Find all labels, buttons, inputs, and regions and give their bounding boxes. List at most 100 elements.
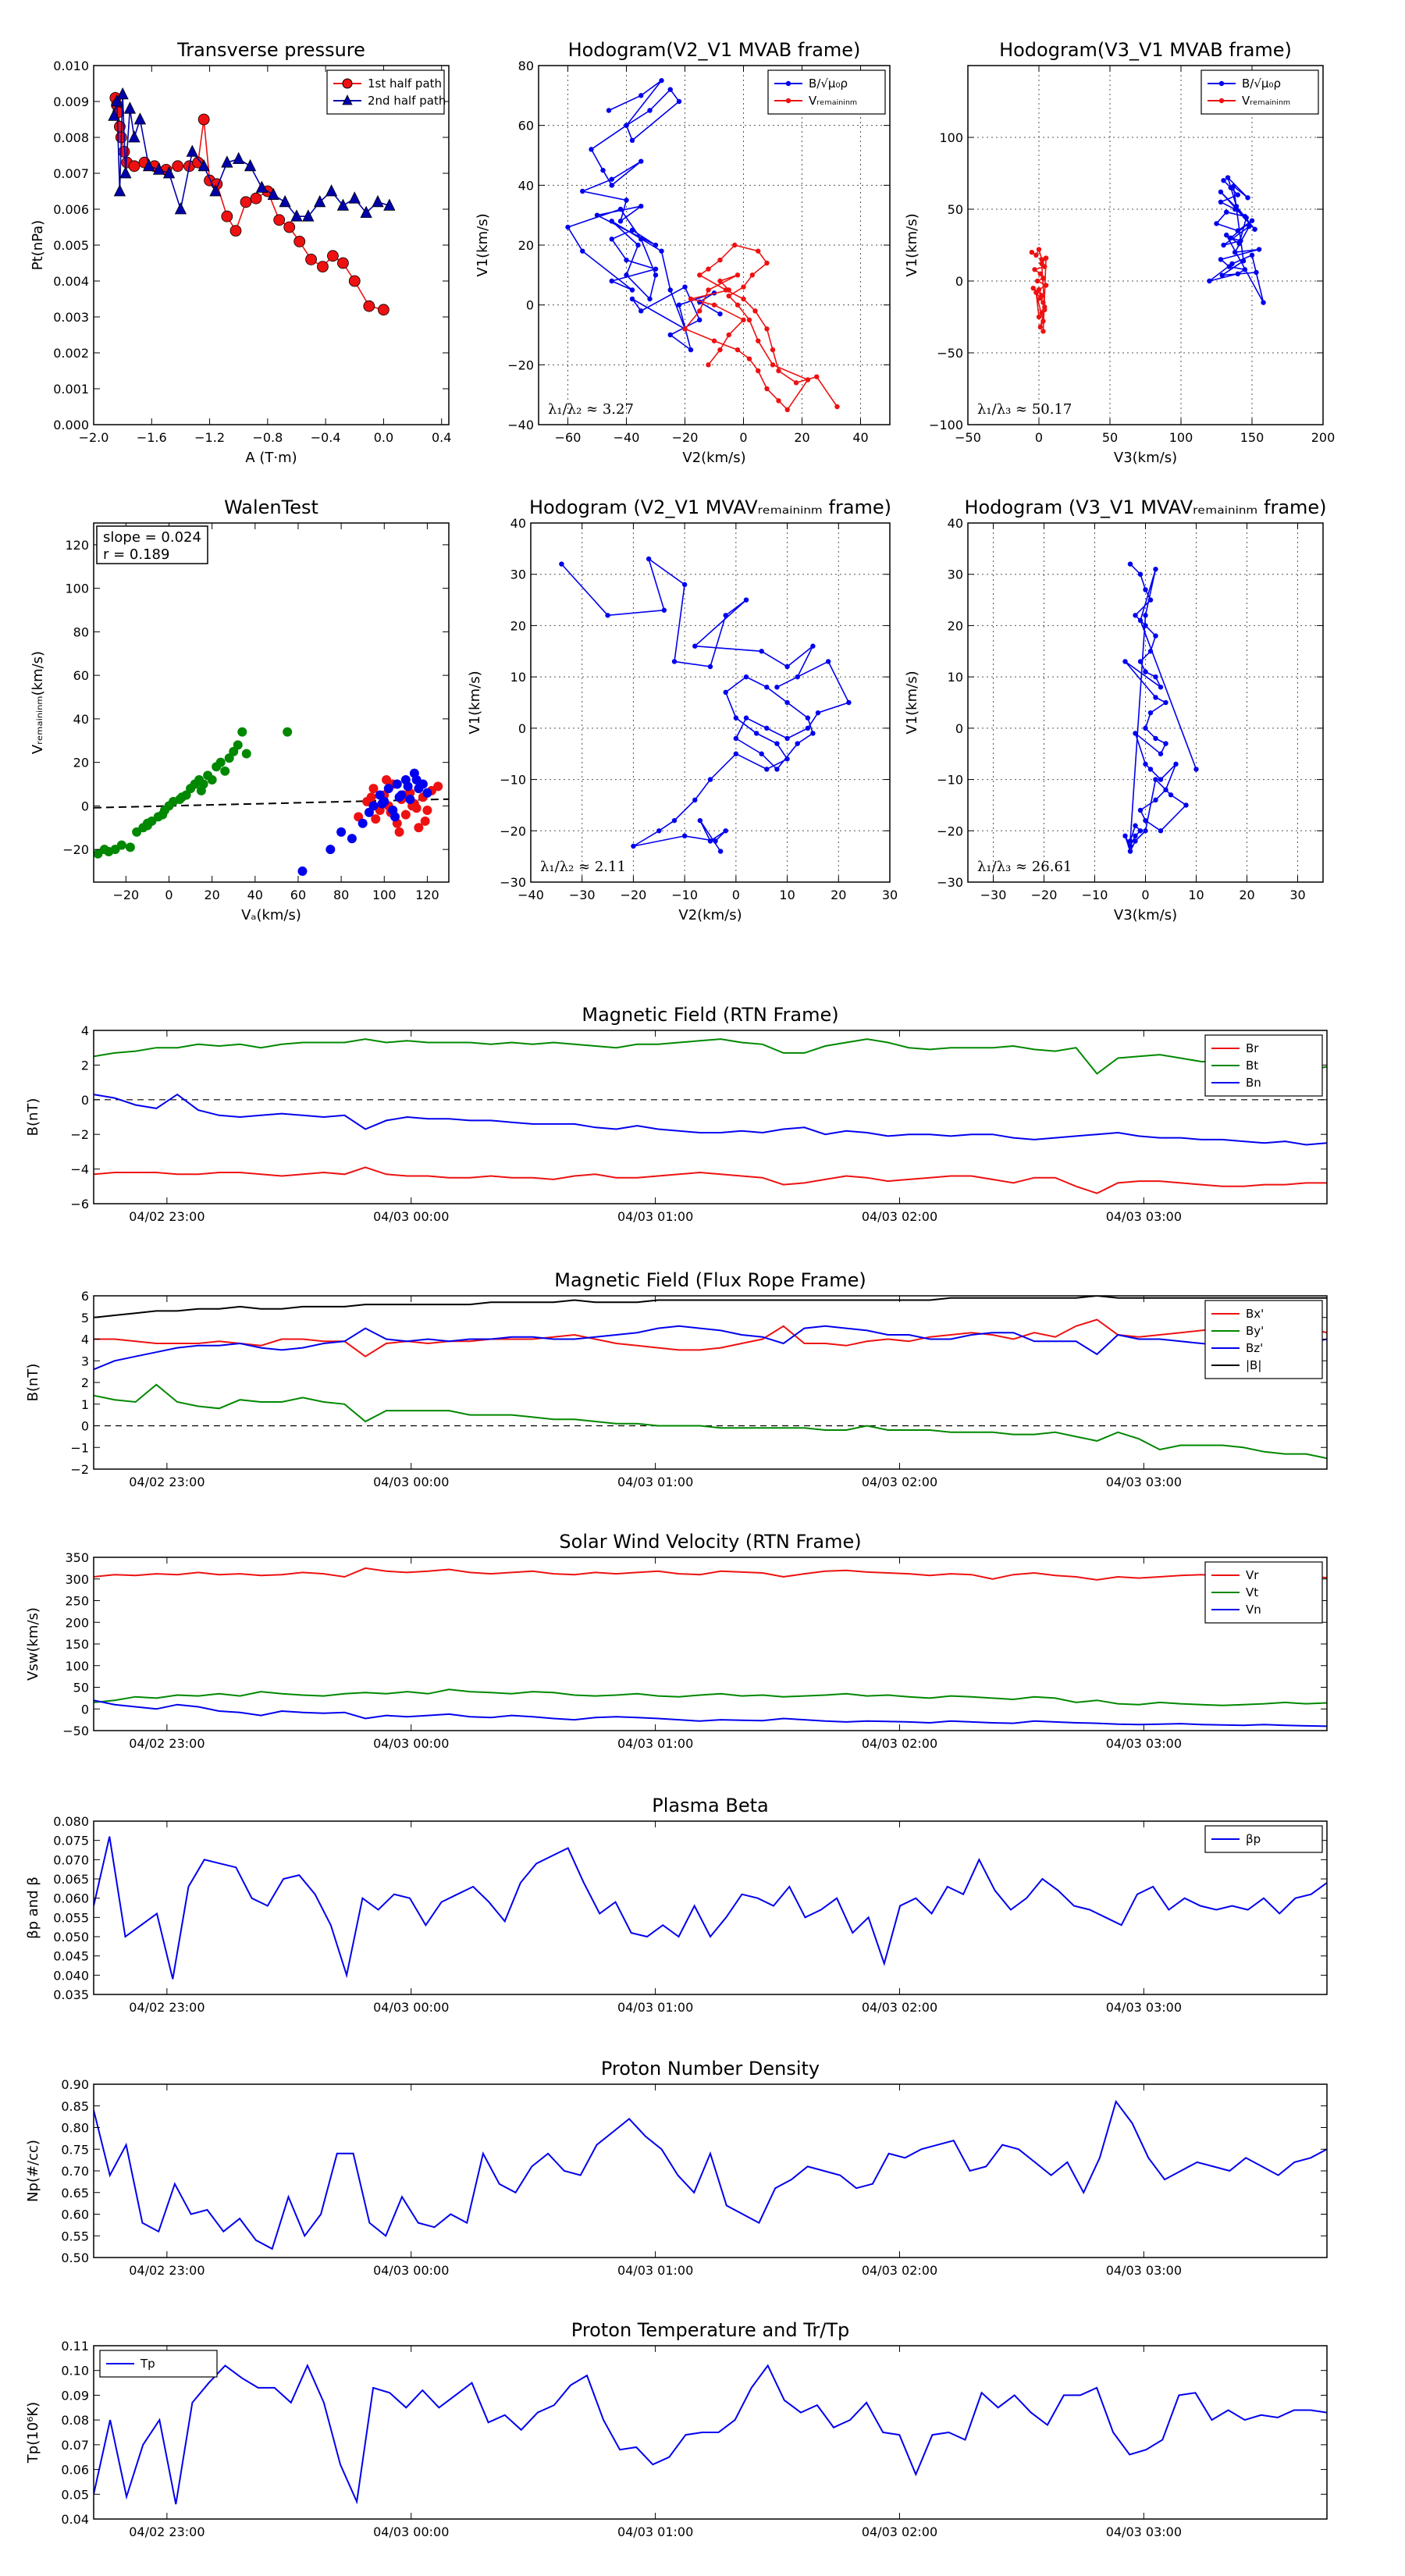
x-tick-label: 04/03 03:00 <box>1106 2000 1182 2015</box>
data-point <box>667 87 673 92</box>
data-point <box>1039 257 1044 262</box>
x-tick-label: 04/03 01:00 <box>617 1209 693 1224</box>
data-point <box>1153 777 1158 782</box>
chart-title: Plasma Beta <box>652 1795 768 1816</box>
x-tick-label: 04/03 02:00 <box>862 2524 937 2539</box>
data-point <box>1133 731 1138 736</box>
y-tick-label: −2 <box>70 1127 89 1142</box>
data-point <box>1163 741 1168 746</box>
data-point <box>1261 300 1266 305</box>
data-point <box>411 774 422 785</box>
data-point <box>814 374 820 379</box>
data-point <box>795 741 800 746</box>
data-point <box>1232 250 1238 255</box>
legend-label: Vᵣₑₘₐᵢₙᵢₙₘ <box>1242 94 1290 108</box>
x-tick-label: 04/03 02:00 <box>862 1209 937 1224</box>
data-point <box>638 93 644 98</box>
legend-box <box>1200 69 1319 115</box>
data-point <box>1224 209 1229 215</box>
panel-3: WalenTest −20 0 20 40 60 80 100 120 −20 0 20 40 60 80 1… <box>30 496 450 923</box>
data-point <box>764 260 770 266</box>
data-point <box>733 751 739 756</box>
data-point <box>1127 843 1133 849</box>
data-point <box>1039 261 1044 267</box>
data-point <box>661 607 667 613</box>
x-tick-label: 10 <box>1188 888 1204 902</box>
y-tick-label: 0 <box>955 274 963 289</box>
data-point <box>846 699 852 706</box>
y-axis-label: V1(km/s) <box>467 671 483 734</box>
data-point <box>1218 199 1224 205</box>
y-tick-label: 0 <box>81 1419 89 1434</box>
y-tick-label: 0.003 <box>53 310 89 325</box>
data-point <box>741 296 746 302</box>
x-tick-label: 04/03 02:00 <box>862 1736 937 1751</box>
data-point <box>589 147 594 152</box>
data-point <box>609 278 614 284</box>
series-line-2 <box>94 1325 1327 1371</box>
data-point <box>186 144 198 157</box>
data-point <box>302 209 315 222</box>
data-point <box>1254 269 1259 276</box>
data-point <box>774 685 780 690</box>
data-point <box>220 766 230 776</box>
data-point <box>1224 232 1229 238</box>
y-tick-label: −4 <box>70 1162 89 1177</box>
data-point <box>692 643 698 649</box>
data-point <box>1242 267 1248 272</box>
data-point <box>1137 571 1144 577</box>
data-point <box>764 685 770 690</box>
y-tick-label: 0 <box>955 721 963 736</box>
legend-label: Vᵣₑₘₐᵢₙᵢₙₘ <box>809 94 857 108</box>
data-point <box>723 828 728 834</box>
plot-area <box>1122 561 1199 854</box>
series-line-0 <box>94 1567 1327 1581</box>
data-point <box>735 347 741 353</box>
data-point <box>1122 833 1128 839</box>
data-point <box>1137 617 1144 624</box>
data-point <box>1143 828 1148 834</box>
axes-frame <box>967 65 1324 425</box>
data-point <box>420 816 430 826</box>
data-point <box>671 659 678 664</box>
y-tick-label: 30 <box>948 568 963 582</box>
x-tick-label: 04/03 02:00 <box>862 2263 937 2278</box>
data-point <box>123 101 137 114</box>
data-point <box>336 198 350 211</box>
data-point <box>215 757 226 767</box>
legend: Bx' By' Bz' |B| <box>1204 1300 1323 1379</box>
x-axis-label: V3(km/s) <box>1114 907 1177 923</box>
data-point <box>240 196 252 208</box>
chart-title: Hodogram(V3_V1 MVAB frame) <box>999 39 1292 61</box>
x-tick-label: 0 <box>165 888 173 902</box>
series-line-0 <box>94 1836 1327 1980</box>
y-tick-label: 0 <box>81 1093 89 1108</box>
data-point <box>609 237 614 242</box>
data-point <box>605 613 610 618</box>
data-point <box>116 87 129 100</box>
fit-line <box>94 798 449 809</box>
data-point <box>1143 817 1148 824</box>
data-point <box>638 203 644 209</box>
y-tick-label: 120 <box>65 538 89 553</box>
data-point <box>1158 777 1164 782</box>
x-tick-label: 0.0 <box>374 430 393 445</box>
y-tick-label: −20 <box>62 842 89 857</box>
stats-box <box>96 525 208 564</box>
data-point <box>1219 272 1225 278</box>
data-point <box>221 155 233 168</box>
data-point <box>209 184 222 197</box>
data-point <box>774 767 780 772</box>
data-point <box>706 266 711 272</box>
y-tick-label: −50 <box>937 346 963 361</box>
data-point <box>629 137 635 144</box>
y-tick-label: −2 <box>70 1462 89 1477</box>
y-tick-label: 0.80 <box>61 2121 89 2136</box>
x-tick-label: 0 <box>732 888 740 902</box>
x-tick-label: −2.0 <box>79 430 109 445</box>
data-point <box>834 404 840 410</box>
x-tick-label: −20 <box>112 888 139 902</box>
data-point <box>659 248 664 254</box>
y-tick-label: −6 <box>70 1197 89 1212</box>
data-point <box>1153 735 1158 742</box>
